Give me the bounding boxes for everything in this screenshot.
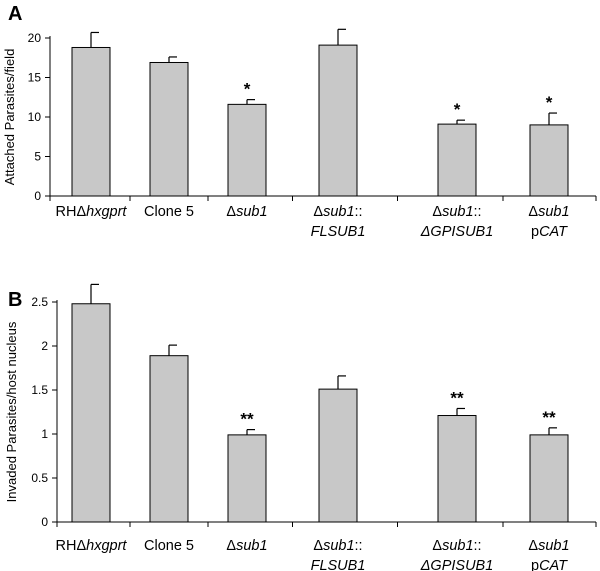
category-label: Δsub1:: (313, 538, 362, 554)
y-tick-label: 1 (41, 427, 48, 441)
category-label: Δsub1 (226, 538, 267, 554)
significance-marker: * (454, 100, 461, 119)
y-tick-label: 15 (28, 71, 42, 85)
y-tick-label: 10 (28, 110, 42, 124)
y-tick-label: 5 (34, 150, 41, 164)
bar (529, 434, 569, 523)
category-label-line2: FLSUB1 (311, 224, 366, 240)
y-tick-label: 1.5 (31, 383, 48, 397)
bar (529, 124, 569, 197)
category-label: Δsub1:: (432, 538, 481, 554)
category-label: Δsub1 (528, 204, 569, 220)
category-label-line2: ΔGPISUB1 (420, 558, 494, 571)
bar (71, 46, 111, 197)
bar (71, 303, 111, 523)
significance-marker: * (546, 93, 553, 112)
y-tick-label: 0.5 (31, 471, 48, 485)
y-axis-label: Attached Parasites/field (2, 49, 17, 186)
significance-marker: ** (542, 408, 556, 427)
bar (227, 103, 267, 197)
y-tick-label: 2.5 (31, 295, 48, 309)
bar (437, 415, 477, 523)
bar (227, 434, 267, 523)
category-label: RHΔhxgprt (56, 538, 128, 554)
category-label-line2: pCAT (531, 224, 568, 240)
y-axis-label: Invaded Parasites/host nucleus (4, 321, 19, 502)
bar (437, 123, 477, 197)
y-tick-label: 20 (28, 31, 42, 45)
bar (149, 355, 189, 523)
bar (149, 61, 189, 197)
category-label-line2: pCAT (531, 558, 568, 571)
category-label: Δsub1 (528, 538, 569, 554)
category-label-line2: ΔGPISUB1 (420, 224, 494, 240)
y-tick-label: 0 (34, 189, 41, 203)
panel-letter: B (8, 289, 22, 311)
panel-B: B Invaded Parasites/host nucleus 0 0.5 1 1.5 2… (4, 283, 597, 571)
category-label: Clone 5 (144, 204, 194, 220)
bar (318, 388, 358, 523)
category-label-line2: FLSUB1 (311, 558, 366, 571)
panel-A: A Attached Parasites/field 0 5 10 15 20 RHΔhxgp… (2, 3, 597, 240)
category-label: Δsub1:: (313, 204, 362, 220)
category-label: Δsub1:: (432, 204, 481, 220)
y-tick-label: 2 (41, 339, 48, 353)
category-label: RHΔhxgprt (56, 204, 128, 220)
y-tick-label: 0 (41, 515, 48, 529)
significance-marker: ** (450, 388, 464, 407)
bar (318, 44, 358, 197)
significance-marker: ** (240, 410, 254, 429)
significance-marker: * (244, 80, 251, 99)
panel-letter: A (8, 3, 22, 25)
category-label: Δsub1 (226, 204, 267, 220)
category-label: Clone 5 (144, 538, 194, 554)
